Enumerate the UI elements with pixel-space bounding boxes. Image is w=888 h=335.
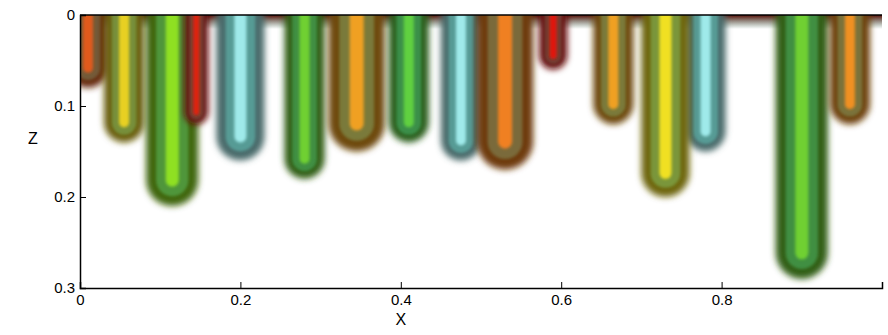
plume-halo [80,15,108,88]
plume-halo [389,15,429,142]
y-tick-label: 0.1 [54,97,75,114]
plume-halo [539,15,567,70]
plume-body [396,15,421,135]
plume-core [300,15,310,164]
plume-core [608,15,618,109]
x-tick: 0.8 [712,282,733,308]
x-axis-line [81,282,883,289]
plume-body [292,15,317,171]
y-axis-title: Z [28,130,38,147]
plume-core [795,15,808,259]
plume-body [488,15,523,159]
plume-core [404,15,414,127]
plume-halo [686,15,726,151]
plume-core [456,15,466,146]
x-tick-mark [240,282,241,288]
plume-body [112,15,137,135]
y-axis: 0 0.1 0.2 0.3 [54,6,86,296]
x-tick-label: 0.4 [391,291,412,308]
plot-area: 0 0.2 0.4 0.6 0.8 0 0.1 0.2 0.3 [54,6,882,307]
plume-body [80,15,100,80]
plume-halo [641,15,689,197]
plume-core [83,15,93,73]
plume-body [693,15,718,144]
plume-core [498,15,512,149]
x-axis-title: X [395,311,406,328]
plume-core [166,15,179,187]
plume-core [659,15,671,179]
y-tick-label: 0.2 [54,188,75,205]
chart: 0 0.2 0.4 0.6 0.8 0 0.1 0.2 0.3 X Z [0,0,888,335]
plume-halo [776,15,828,279]
plume-body [156,15,188,196]
plume-halo [329,15,385,152]
y-tick-mark [80,288,86,289]
y-tick: 0.1 [54,97,86,114]
plume-core [701,15,711,136]
plume-body [449,15,474,153]
x-tick-label: 0.6 [551,291,572,308]
plume-body [651,15,681,188]
plume-halo [477,15,533,170]
x-axis: 0 0.2 0.4 0.6 0.8 [76,282,882,308]
plume-body [189,15,204,120]
x-tick-label: 0.2 [230,291,251,308]
plume-body [544,15,561,64]
y-tick: 0.3 [54,279,86,296]
x-tick: 0.2 [230,282,251,308]
y-tick-label: 0.3 [54,279,75,296]
plume-body [339,15,374,141]
y-tick: 0.2 [54,188,86,205]
plume-halo [216,15,264,161]
plume-core [119,15,129,127]
plume-body [225,15,255,151]
y-axis-line [81,16,87,289]
plume-halo [830,15,870,124]
y-tick-mark [80,197,86,198]
plume-core [350,15,364,130]
plume-body [837,15,862,117]
x-tick-mark [561,282,562,288]
x-tick-label: 0 [76,291,84,308]
plume-halo [593,15,633,124]
y-tick-label: 0 [67,6,75,23]
plume-core [193,15,199,115]
plume-body [786,15,818,269]
plume-core [550,15,557,59]
plumes [80,15,882,279]
plume-core [234,15,246,143]
y-tick-mark [80,15,86,16]
frame [80,14,882,16]
plume-halo [441,15,481,161]
x-tick: 0.4 [391,282,412,308]
plume-core [845,15,855,109]
plume-halo [104,15,144,142]
x-tick-mark [722,282,723,288]
x-tick-label: 0.8 [712,291,733,308]
plume-body [601,15,626,117]
x-tick-mark [401,282,402,288]
y-tick-mark [80,106,86,107]
plume-halo [184,15,208,124]
y-tick: 0 [67,6,86,23]
x-tick: 0.6 [551,282,572,308]
plume-halo [285,15,325,179]
